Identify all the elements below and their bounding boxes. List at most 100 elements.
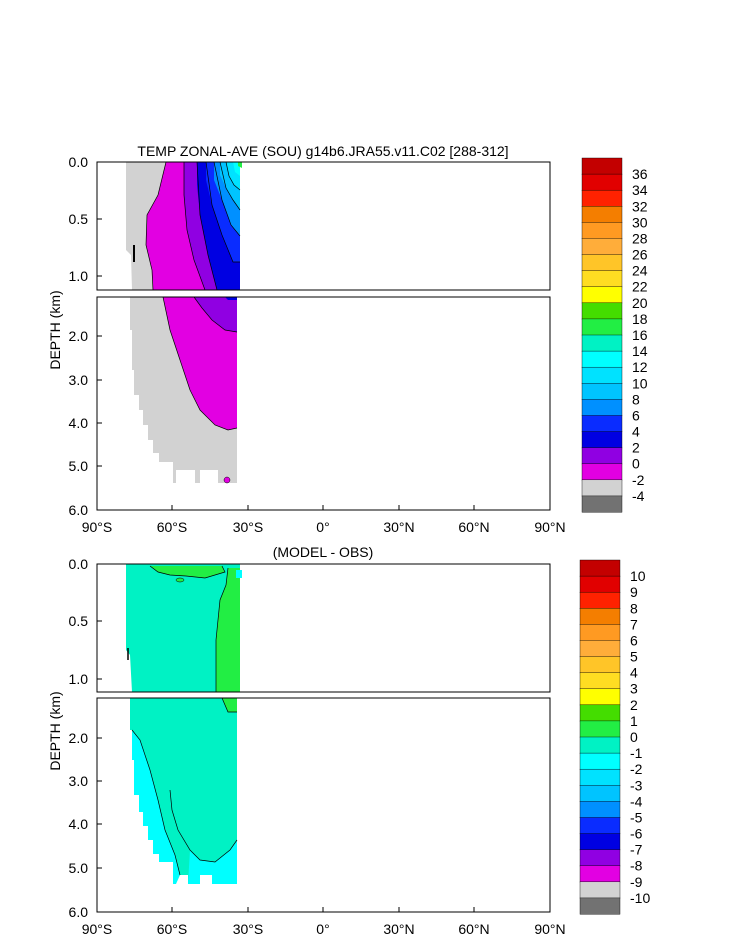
colorbar-swatch bbox=[581, 350, 623, 368]
p2-xtick-30n: 30°N bbox=[383, 921, 414, 937]
colorbar-swatch bbox=[579, 688, 621, 706]
colorbar-swatch bbox=[579, 752, 621, 770]
colorbar-swatch bbox=[579, 575, 621, 593]
colorbar-swatch bbox=[581, 383, 623, 400]
colorbar-label: -8 bbox=[630, 858, 643, 874]
colorbar-label: 8 bbox=[630, 600, 638, 616]
p1l-level-0 bbox=[163, 297, 237, 430]
colorbar-label: 10 bbox=[632, 375, 648, 391]
colorbar-label: 4 bbox=[630, 665, 638, 681]
colorbar-swatch bbox=[579, 640, 621, 658]
colorbar-label: 3 bbox=[630, 681, 638, 697]
colorbar-swatch bbox=[581, 479, 623, 497]
panel1-upper-frame bbox=[96, 161, 551, 291]
colorbar-swatch bbox=[581, 447, 623, 465]
colorbar-label: 16 bbox=[632, 327, 648, 343]
panel1-upper-contours bbox=[126, 162, 242, 290]
colorbar-label: 2 bbox=[630, 697, 638, 713]
panel1-xtick-labels: 90°S 60°S 30°S 0° 30°N 60°N 90°N bbox=[82, 519, 566, 535]
colorbar-label: 18 bbox=[632, 311, 648, 327]
colorbar-swatch bbox=[581, 222, 623, 239]
colorbar-swatch bbox=[581, 189, 623, 207]
colorbar-swatch bbox=[581, 334, 623, 352]
colorbar-swatch bbox=[579, 736, 621, 754]
colorbar-label: 28 bbox=[632, 230, 648, 246]
colorbar-swatch bbox=[581, 366, 623, 384]
p2-ytick-3: 3.0 bbox=[69, 773, 89, 789]
colorbar-swatch bbox=[581, 270, 623, 288]
p1-xtick-0: 0° bbox=[316, 519, 329, 535]
panel2-xtick-labels: 90°S 60°S 30°S 0° 30°N 60°N 90°N bbox=[82, 921, 566, 937]
p1-xtick-30s: 30°S bbox=[233, 519, 264, 535]
colorbar-swatch bbox=[581, 463, 623, 481]
colorbar-label: 8 bbox=[632, 391, 640, 407]
p2-ytick-6: 6.0 bbox=[69, 904, 89, 920]
colorbar-label: 1 bbox=[630, 713, 638, 729]
p2u-level-neg2-spot bbox=[236, 570, 242, 578]
p2-ytick-2: 2.0 bbox=[69, 730, 89, 746]
colorbar-label: -2 bbox=[630, 761, 643, 777]
colorbar-swatch bbox=[579, 608, 621, 625]
p1-ytick-3: 3.0 bbox=[69, 372, 89, 388]
p1-ytick-4: 4.0 bbox=[69, 415, 89, 431]
p2-ytick-05: 0.5 bbox=[69, 613, 89, 629]
panel2-lower-contours bbox=[130, 698, 238, 884]
colorbar-label: 0 bbox=[632, 456, 640, 472]
panel2-title: (MODEL - OBS) bbox=[273, 544, 374, 560]
colorbar-label: 10 bbox=[630, 568, 646, 584]
colorbar-swatch bbox=[581, 302, 623, 320]
p1l-level-2 bbox=[194, 297, 237, 332]
colorbar-swatch bbox=[581, 318, 623, 336]
colorbar-label: 7 bbox=[630, 616, 638, 632]
colorbar-label: 5 bbox=[630, 649, 638, 665]
colorbar-swatch bbox=[581, 286, 623, 304]
colorbar-swatch bbox=[579, 849, 621, 867]
p1-xtick-90n: 90°N bbox=[534, 519, 565, 535]
colorbar-label: -3 bbox=[630, 777, 643, 793]
colorbar-swatch bbox=[581, 173, 623, 191]
colorbar-label: 26 bbox=[632, 247, 648, 263]
colorbar-label: -10 bbox=[630, 890, 650, 906]
p2-ytick-1: 1.0 bbox=[69, 671, 89, 687]
p1-ytick-1: 1.0 bbox=[69, 268, 89, 284]
colorbar-label: 20 bbox=[632, 295, 648, 311]
colorbar-label: -1 bbox=[630, 745, 643, 761]
colorbar-swatch bbox=[579, 591, 621, 609]
colorbar-label: 14 bbox=[632, 343, 648, 359]
panel1-title: TEMP ZONAL-AVE (SOU) g14b6.JRA55.v11.C02… bbox=[137, 143, 508, 159]
panel2-upper-frame bbox=[96, 563, 551, 693]
colorbar-swatch bbox=[579, 768, 621, 786]
p1-ytick-6: 6.0 bbox=[69, 502, 89, 518]
colorbar-swatch bbox=[579, 833, 621, 851]
colorbar-label: -4 bbox=[630, 793, 643, 809]
panel1-ylabel: DEPTH (km) bbox=[47, 290, 63, 369]
colorbar-label: 36 bbox=[632, 166, 648, 182]
p1-xtick-60s: 60°S bbox=[157, 519, 188, 535]
colorbar-label: -2 bbox=[632, 472, 645, 488]
colorbar-swatch bbox=[579, 624, 621, 641]
p2u-level-0a bbox=[216, 568, 240, 692]
colorbar-swatch bbox=[581, 431, 623, 449]
colorbar-swatch bbox=[579, 817, 621, 835]
p2-ytick-0: 0.0 bbox=[69, 556, 89, 572]
colorbar-swatch bbox=[579, 656, 621, 674]
colorbar-label: 22 bbox=[632, 279, 648, 295]
panel1-lower-contours bbox=[130, 297, 238, 484]
p2-xtick-30s: 30°S bbox=[233, 921, 264, 937]
p2u-level-0b bbox=[150, 566, 225, 578]
colorbar-swatch bbox=[581, 238, 623, 256]
p2-ytick-4: 4.0 bbox=[69, 816, 89, 832]
panel2-ylabel: DEPTH (km) bbox=[47, 691, 63, 770]
colorbar-swatch bbox=[579, 704, 621, 722]
colorbar-swatch bbox=[579, 720, 621, 738]
colorbar-label: 9 bbox=[630, 584, 638, 600]
p2-xtick-0: 0° bbox=[316, 921, 329, 937]
p1u-level-16 bbox=[238, 162, 242, 168]
colorbar-swatch bbox=[581, 415, 623, 433]
colorbar-swatch bbox=[579, 897, 621, 915]
colorbar-swatch bbox=[579, 865, 621, 883]
p2u-level-neg1 bbox=[126, 564, 240, 692]
